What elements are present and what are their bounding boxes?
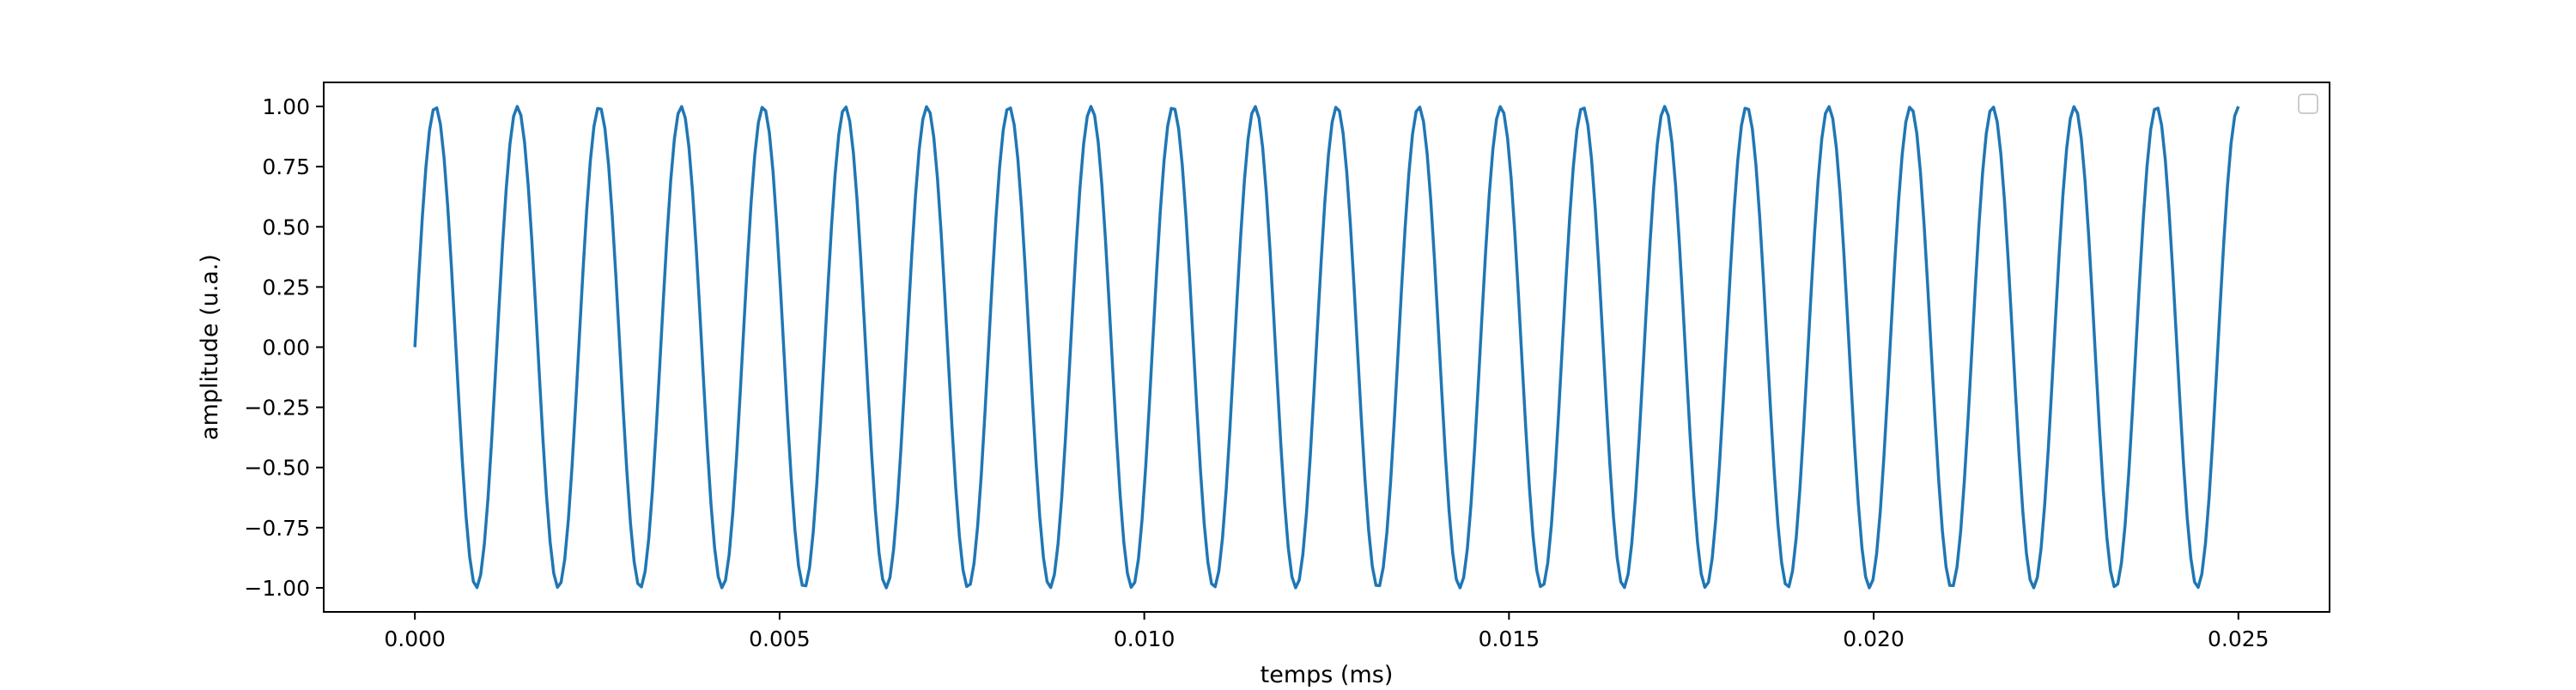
axes-layer: 0.000 0.005 0.010 0.015 0.020 0.025 1.00 0.75 0.… (244, 94, 2269, 651)
y-tick-label: 0.50 (262, 215, 310, 239)
x-tick-label: 0.025 (2208, 626, 2269, 651)
y-tick-label: 0.25 (262, 275, 310, 300)
y-tick-label: 0.00 (262, 336, 310, 360)
plot-frame (323, 82, 2330, 613)
x-tick-label: 0.015 (1479, 626, 1540, 651)
x-tick-label: 0.005 (749, 626, 811, 651)
x-tick-label: 0.000 (384, 626, 446, 651)
y-axis-label: amplitude (u.a.) (197, 254, 223, 440)
y-tick-label: 1.00 (262, 94, 310, 119)
y-tick-label: −0.25 (244, 396, 310, 421)
legend-box (2298, 94, 2318, 114)
x-tick-label: 0.020 (1843, 626, 1905, 651)
y-tick-label: −0.75 (244, 516, 310, 541)
y-tick-label: 0.75 (262, 154, 310, 179)
plot-layer (413, 105, 2240, 590)
x-axis-label: temps (ms) (1261, 662, 1394, 687)
series-line (413, 105, 2240, 590)
x-tick-label: 0.010 (1114, 626, 1176, 651)
y-tick-label: −1.00 (244, 576, 310, 601)
y-tick-label: −0.50 (244, 456, 310, 481)
